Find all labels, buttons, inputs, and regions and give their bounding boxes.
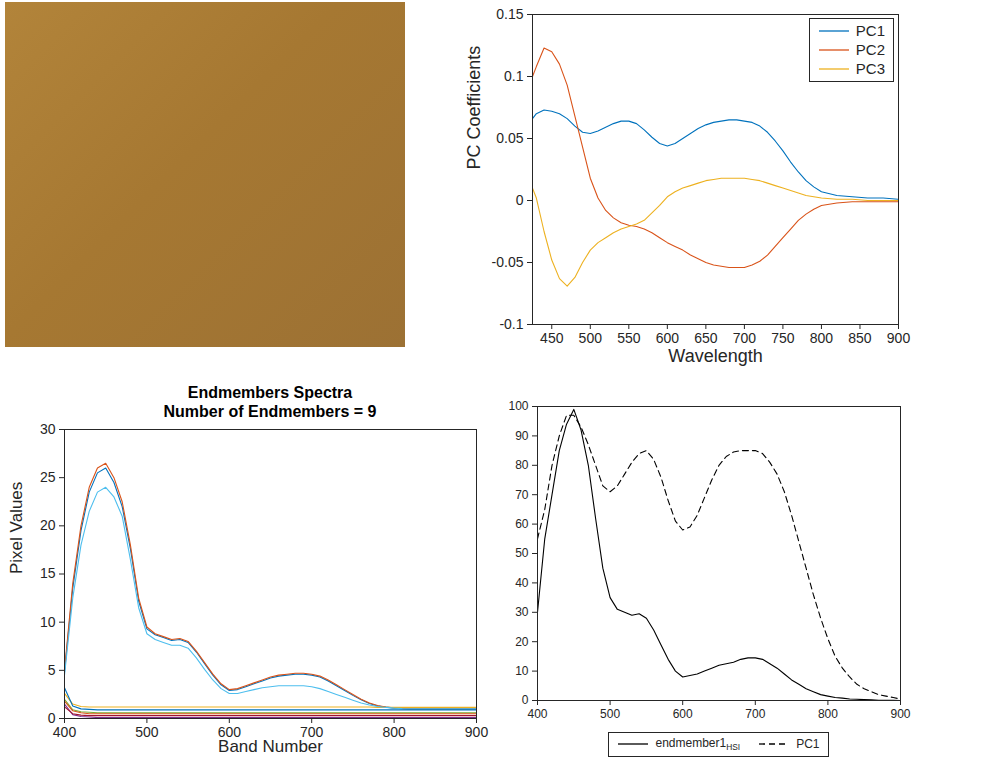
svg-text:60: 60 [515, 517, 529, 531]
svg-text:0.05: 0.05 [496, 130, 523, 146]
svg-text:Band Number: Band Number [218, 737, 323, 756]
svg-text:500: 500 [135, 724, 159, 740]
svg-text:800: 800 [818, 707, 838, 721]
html-text:endmember1HSI: endmember1HSI [655, 736, 741, 753]
svg-text:10: 10 [515, 664, 529, 678]
svg-text:0: 0 [516, 192, 524, 208]
svg-text:700: 700 [733, 330, 757, 346]
svg-text:900: 900 [465, 724, 489, 740]
svg-text:900: 900 [890, 707, 910, 721]
svg-text:550: 550 [617, 330, 641, 346]
svg-text:PC Coefficients: PC Coefficients [464, 46, 484, 170]
svg-text:450: 450 [540, 330, 564, 346]
svg-text:25: 25 [40, 469, 56, 485]
svg-text:10: 10 [40, 614, 56, 630]
svg-text:30: 30 [40, 421, 56, 437]
svg-text:20: 20 [40, 517, 56, 533]
svg-text:700: 700 [745, 707, 765, 721]
svg-text:500: 500 [579, 330, 603, 346]
svg-text:700: 700 [300, 724, 324, 741]
svg-text:80: 80 [515, 458, 529, 472]
svg-text:800: 800 [810, 330, 834, 346]
svg-text:30: 30 [515, 605, 529, 619]
svg-text:400: 400 [53, 724, 77, 740]
html-text:PC2: PC2 [855, 40, 885, 58]
svg-text:800: 800 [382, 724, 406, 740]
svg-text:Wavelength: Wavelength [668, 346, 762, 366]
svg-text:0.1: 0.1 [504, 68, 524, 84]
svg-text:500: 500 [600, 707, 620, 721]
svg-text:600: 600 [656, 330, 680, 346]
html-text:Number of Endmembers = 9: Number of Endmembers = 9 [163, 403, 377, 420]
svg-text:400: 400 [527, 707, 547, 721]
svg-text:600: 600 [217, 724, 241, 741]
svg-text:0: 0 [48, 710, 56, 726]
svg-text:0.15: 0.15 [496, 6, 523, 22]
svg-text:Pixel Values: Pixel Values [7, 482, 26, 574]
html-text:PC1: PC1 [796, 736, 820, 751]
svg-text:15: 15 [40, 565, 56, 581]
svg-text:50: 50 [515, 546, 529, 560]
svg-text:70: 70 [515, 488, 529, 502]
svg-text:40: 40 [515, 576, 529, 590]
svg-text:5: 5 [48, 662, 56, 678]
html-text:PC1: PC1 [855, 22, 885, 39]
svg-text:900: 900 [887, 330, 911, 346]
svg-text:0: 0 [522, 693, 529, 707]
svg-text:750: 750 [771, 330, 795, 346]
svg-text:650: 650 [694, 330, 718, 346]
html-text:PC3: PC3 [855, 59, 885, 77]
svg-text:600: 600 [673, 707, 693, 721]
svg-text:100: 100 [508, 399, 528, 413]
svg-text:-0.1: -0.1 [499, 316, 523, 332]
html-text:Endmembers Spectra: Endmembers Spectra [187, 384, 353, 401]
svg-text:850: 850 [848, 330, 872, 346]
svg-text:90: 90 [515, 429, 529, 443]
svg-text:-0.05: -0.05 [492, 254, 524, 270]
svg-text:20: 20 [515, 635, 529, 649]
